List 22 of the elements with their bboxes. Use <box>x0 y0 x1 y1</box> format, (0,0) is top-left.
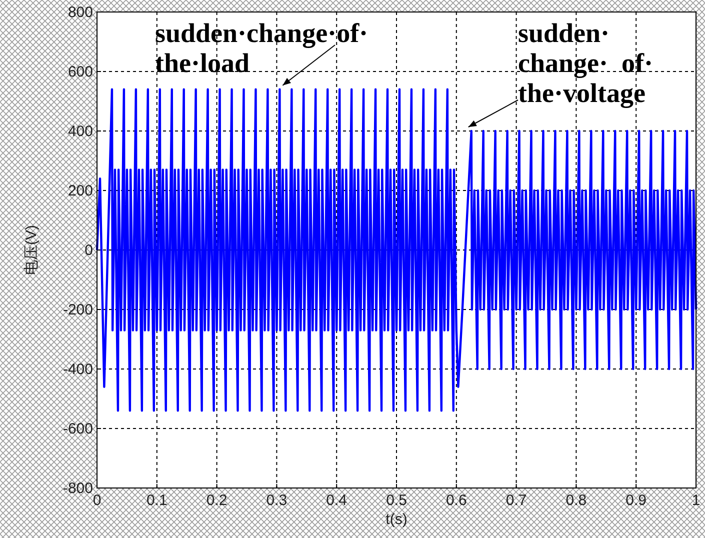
y-tick-label: 600 <box>68 64 93 80</box>
x-tick-label: 0.3 <box>266 492 288 509</box>
x-tick-label: 0.7 <box>506 492 527 509</box>
x-tick-label: 0.1 <box>146 492 168 509</box>
y-tick-label: -400 <box>62 361 93 378</box>
x-tick-label: 0.2 <box>206 492 228 509</box>
x-tick-label: 0.5 <box>386 492 407 509</box>
y-tick-label: -200 <box>62 302 93 318</box>
x-tick-label: 0.4 <box>326 492 348 509</box>
y-tick-label: -800 <box>62 480 93 497</box>
y-tick-label: 800 <box>68 4 93 21</box>
y-tick-label: 0 <box>84 242 93 259</box>
x-axis-title: t(s) <box>386 511 408 528</box>
y-tick-label: 400 <box>68 123 93 140</box>
annotation: sudden·change·of· the·load <box>155 18 368 78</box>
x-tick-label: 0.8 <box>566 492 587 509</box>
y-tick-label: -600 <box>62 420 93 438</box>
x-tick-label: 0.9 <box>626 492 647 509</box>
y-tick-label: 200 <box>68 182 93 200</box>
x-tick-label: 0.6 <box>446 492 467 509</box>
y-axis-title: 电压(V) <box>23 225 40 275</box>
x-tick-label: 1 <box>692 492 700 509</box>
